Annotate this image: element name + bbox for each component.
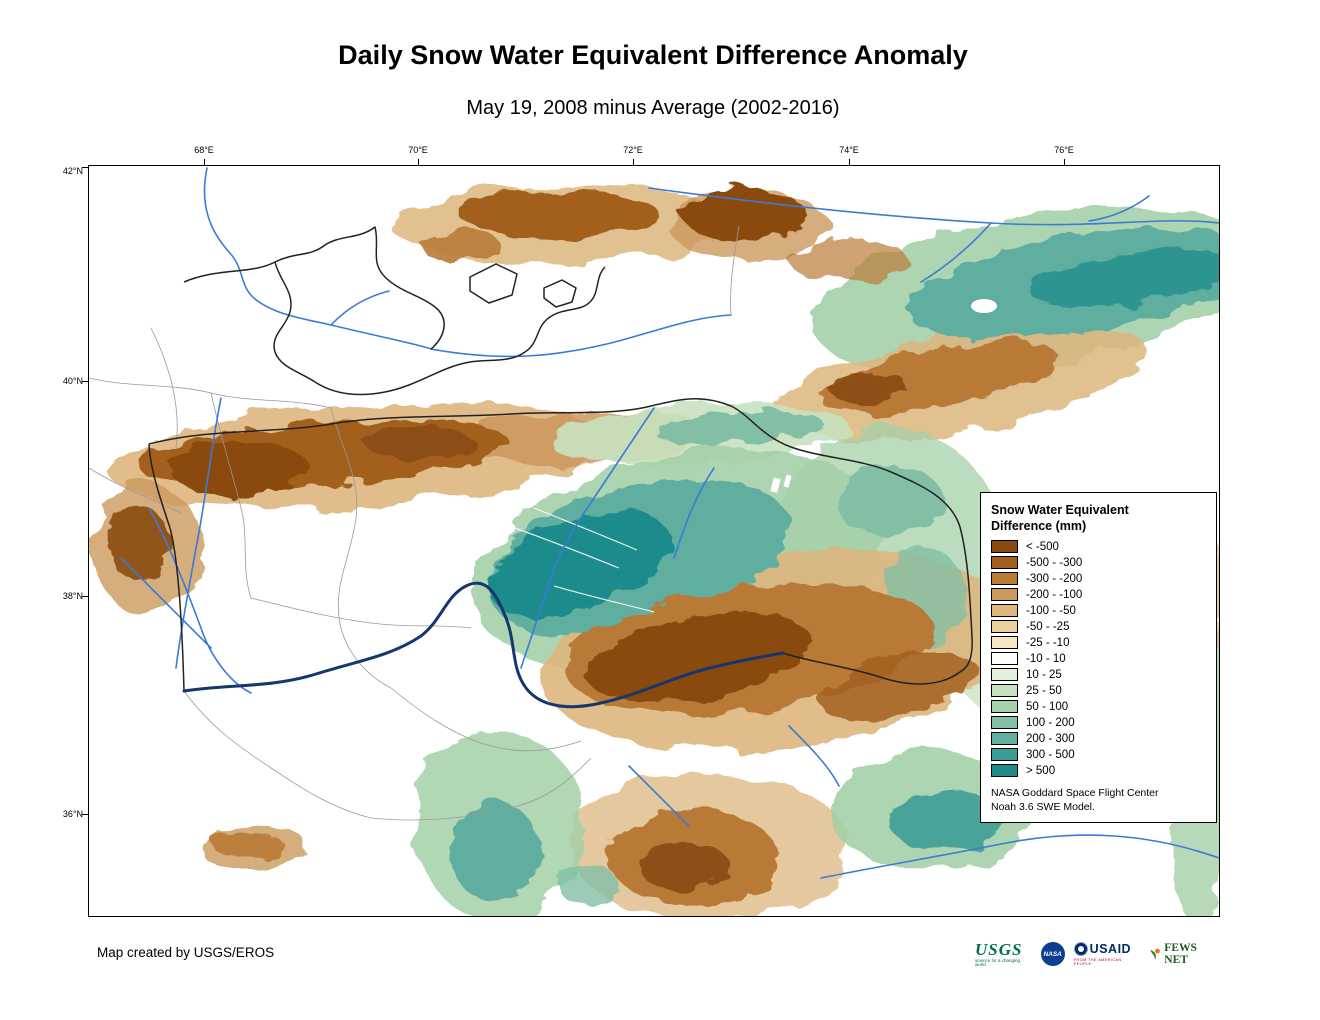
legend-row: 200 - 300 <box>991 732 1206 745</box>
nasa-logo: NASA <box>1040 942 1065 966</box>
usgs-logo-text: USGS <box>975 939 1023 959</box>
legend-swatch <box>991 748 1018 761</box>
legend-label: 50 - 100 <box>1026 700 1069 713</box>
legend-swatch <box>991 716 1018 729</box>
legend-source-note: NASA Goddard Space Flight Center Noah 3.… <box>991 787 1159 813</box>
y-axis-label: 36°N <box>62 809 83 819</box>
y-axis-label: 38°N <box>62 591 83 601</box>
x-axis-label: 74°E <box>839 145 859 155</box>
usaid-logo: USAID FROM THE AMERICAN PEOPLE <box>1073 942 1141 966</box>
legend-label: -100 - -50 <box>1026 604 1076 617</box>
legend-swatch <box>991 604 1018 617</box>
x-tick-mark <box>1064 159 1065 165</box>
usaid-emblem-icon <box>1073 942 1088 957</box>
y-axis-label: 42°N <box>62 166 83 176</box>
legend-swatch <box>991 652 1018 665</box>
legend-row: > 500 <box>991 764 1206 777</box>
legend-row: -10 - 10 <box>991 652 1206 665</box>
legend-label: -200 - -100 <box>1026 588 1083 601</box>
legend-label: 100 - 200 <box>1026 716 1075 729</box>
legend-row: -50 - -25 <box>991 620 1206 633</box>
legend-swatch <box>991 572 1018 585</box>
legend-label: -10 - 10 <box>1026 652 1066 665</box>
legend-row: -100 - -50 <box>991 604 1206 617</box>
x-axis-label: 70°E <box>408 145 428 155</box>
country-boundaries-layer <box>148 226 973 692</box>
page-title: Daily Snow Water Equivalent Difference A… <box>338 40 968 70</box>
x-tick-mark <box>418 159 419 165</box>
legend-swatch <box>991 540 1018 553</box>
y-axis-label: 40°N <box>62 376 83 386</box>
legend-row: -500 - -300 <box>991 556 1206 569</box>
legend-row: 100 - 200 <box>991 716 1206 729</box>
legend-row: 300 - 500 <box>991 748 1206 761</box>
legend-swatch <box>991 620 1018 633</box>
x-axis-label: 76°E <box>1054 145 1074 155</box>
usaid-logo-text: USAID <box>1089 942 1132 956</box>
legend-swatch <box>991 732 1018 745</box>
y-tick-mark <box>82 381 88 382</box>
usaid-tagline: FROM THE AMERICAN PEOPLE <box>1073 956 1122 966</box>
legend-swatch <box>991 636 1018 649</box>
legend-swatch <box>991 764 1018 777</box>
page-subtitle: May 19, 2008 minus Average (2002-2016) <box>466 97 840 119</box>
legend-label: -25 - -10 <box>1026 636 1070 649</box>
legend-swatch <box>991 556 1018 569</box>
legend-swatch <box>991 668 1018 681</box>
legend-label: -500 - -300 <box>1026 556 1083 569</box>
usgs-logo: USGS science for a changing world <box>975 941 1032 968</box>
legend-label: 25 - 50 <box>1026 684 1062 697</box>
x-tick-mark <box>849 159 850 165</box>
legend-title: Snow Water Equivalent Difference (mm) <box>991 503 1129 533</box>
legend-label: -300 - -200 <box>1026 572 1083 585</box>
y-tick-mark <box>82 814 88 815</box>
map-credit: Map created by USGS/EROS <box>97 945 275 960</box>
fewsnet-logo: FEWS NET <box>1149 942 1223 966</box>
logo-row: USGS science for a changing world NASA U… <box>975 936 1223 972</box>
y-tick-mark <box>82 596 88 597</box>
fewsnet-logo-text: FEWS NET <box>1164 942 1197 966</box>
legend-label: -50 - -25 <box>1026 620 1070 633</box>
fewsnet-leaf-icon <box>1150 948 1161 960</box>
legend-label: 10 - 25 <box>1026 668 1062 681</box>
legend-row: -300 - -200 <box>991 572 1206 585</box>
legend-row: 25 - 50 <box>991 684 1206 697</box>
snow-detail-layer <box>508 299 997 613</box>
x-tick-mark <box>633 159 634 165</box>
legend-label: < -500 <box>1026 540 1059 553</box>
legend-swatch <box>991 588 1018 601</box>
legend-row: -25 - -10 <box>991 636 1206 649</box>
legend-row: -200 - -100 <box>991 588 1206 601</box>
nasa-logo-text: NASA <box>1043 950 1062 958</box>
legend-label: 200 - 300 <box>1026 732 1075 745</box>
legend-row: < -500 <box>991 540 1206 553</box>
major-river-layer <box>182 581 785 709</box>
admin-boundaries-layer <box>89 225 740 821</box>
legend-box: Snow Water Equivalent Difference (mm) < … <box>980 492 1217 824</box>
legend-label: 300 - 500 <box>1026 748 1075 761</box>
legend-swatch <box>991 700 1018 713</box>
usgs-tagline: science for a changing world <box>975 957 1021 967</box>
x-tick-mark <box>204 159 205 165</box>
rivers-layer <box>120 167 1219 879</box>
legend-label: > 500 <box>1026 764 1056 777</box>
legend-row: 10 - 25 <box>991 668 1206 681</box>
legend-swatch <box>991 684 1018 697</box>
legend-row: 50 - 100 <box>991 700 1206 713</box>
terrain-cores-layer <box>109 188 1219 906</box>
x-axis-label: 68°E <box>194 145 214 155</box>
y-tick-mark <box>82 167 88 168</box>
x-axis-label: 72°E <box>623 145 643 155</box>
